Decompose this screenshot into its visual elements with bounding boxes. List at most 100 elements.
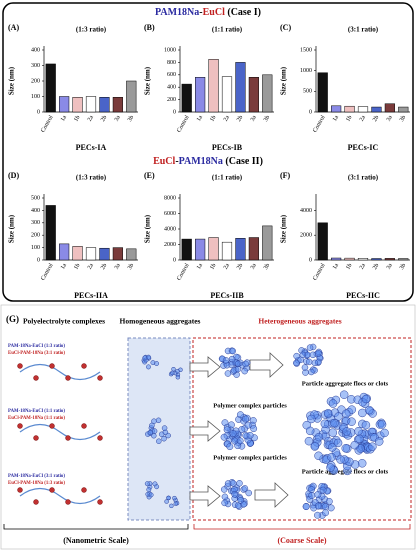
particle xyxy=(319,486,327,494)
arrow xyxy=(189,356,221,378)
x-tick-label: 2b xyxy=(100,263,108,271)
bar xyxy=(344,257,355,261)
panel-label: (D) xyxy=(8,171,19,180)
particle xyxy=(172,495,177,501)
particle xyxy=(226,443,234,451)
particle xyxy=(147,429,154,436)
particle-cluster xyxy=(168,366,183,380)
x-tick-label: 1a xyxy=(196,262,204,270)
x-tick-label: 3b xyxy=(127,263,135,271)
particle xyxy=(361,420,371,430)
particle xyxy=(322,509,329,517)
x-tick-label: 3a xyxy=(114,262,122,270)
particle xyxy=(357,459,367,468)
particle xyxy=(146,487,152,493)
particle xyxy=(231,491,238,498)
particle xyxy=(327,443,337,452)
particle xyxy=(308,486,315,493)
bar xyxy=(59,96,70,113)
polymer-chain xyxy=(19,363,101,381)
particle xyxy=(175,374,181,380)
particle xyxy=(151,418,157,424)
bar xyxy=(112,247,123,261)
x-tick-label: 3a xyxy=(386,262,394,270)
ratio-label: (3:1 ratio) xyxy=(348,26,379,34)
particle xyxy=(229,430,237,438)
particle xyxy=(341,444,351,453)
x-tick-label: 3a xyxy=(114,114,122,122)
x-tick-label: 3a xyxy=(386,114,394,122)
bracket xyxy=(3,524,189,530)
x-tick-label: Control xyxy=(312,114,327,133)
particle xyxy=(155,417,162,424)
arrows xyxy=(189,352,289,508)
y-tick-label: 300 xyxy=(31,63,40,69)
particle xyxy=(302,503,310,511)
group-label: PAM-18Na-EuCl (3:1 ratio) xyxy=(8,474,65,479)
particle xyxy=(347,417,356,426)
y-tick-label: 2000 xyxy=(300,233,312,239)
particle xyxy=(310,442,320,451)
diagram-frame xyxy=(0,304,416,550)
bar xyxy=(357,258,369,261)
bar xyxy=(181,83,192,113)
y-tick-label: 100 xyxy=(31,245,40,251)
particle xyxy=(342,427,351,436)
bar xyxy=(371,258,382,261)
homogeneous-box xyxy=(127,337,191,521)
polymer-chain xyxy=(19,423,101,441)
bar xyxy=(262,225,273,261)
particle-cluster xyxy=(302,390,389,476)
y-tick-label: 4000 xyxy=(300,208,312,214)
y-axis-label: Size (nm) xyxy=(8,214,16,243)
particle xyxy=(364,405,374,415)
y-tick-label: 200 xyxy=(31,233,40,239)
annotation: Polymer complex particles xyxy=(213,402,287,409)
particle xyxy=(241,485,249,492)
y-tick-label: 4000 xyxy=(164,226,176,232)
group-label: EuCl-PAM-18Na (3:1 ratio) xyxy=(8,351,65,356)
column-title: Heterogeneous aggregates xyxy=(258,317,341,326)
group-label: PAM-18Na-EuCl (1:3 ratio) xyxy=(8,344,65,349)
eu-ion xyxy=(33,375,39,381)
particle xyxy=(377,420,387,429)
bar xyxy=(371,106,382,113)
y-tick-label: 1000 xyxy=(300,68,312,74)
x-tick-label: 1a xyxy=(60,262,68,270)
particle xyxy=(246,431,254,439)
x-tick-label: 2b xyxy=(372,115,380,123)
bar xyxy=(72,97,83,113)
x-tick-label: 2a xyxy=(87,262,95,270)
eu-ion xyxy=(49,487,55,493)
particle xyxy=(250,425,258,433)
particle xyxy=(144,481,150,487)
particle-cluster xyxy=(141,354,160,370)
y-tick-label: 0 xyxy=(173,257,176,263)
bar xyxy=(59,243,70,261)
y-tick-label: 0 xyxy=(309,109,312,115)
particle xyxy=(322,503,329,511)
particle xyxy=(156,438,162,445)
arrow xyxy=(189,420,221,442)
x-axis-label: PECs-IB xyxy=(212,143,243,152)
x-tick-label: 2a xyxy=(223,262,231,270)
particle xyxy=(336,455,345,464)
particle-cluster xyxy=(145,417,171,445)
bar xyxy=(112,97,123,113)
bar xyxy=(384,258,395,261)
t: - xyxy=(175,156,178,167)
particle xyxy=(220,433,228,441)
particle xyxy=(161,435,167,442)
group-label: EuCl-PAM-18Na (1:3 ratio) xyxy=(8,481,65,486)
bracket xyxy=(193,524,411,530)
particle xyxy=(146,364,151,370)
y-axis-label: Size (nm) xyxy=(144,214,152,243)
eu-ion xyxy=(97,375,103,381)
y-tick-label: 0 xyxy=(37,109,40,115)
particle xyxy=(161,425,168,431)
bar xyxy=(99,97,110,113)
column-title: Homogeneous aggregates xyxy=(120,317,201,326)
bar xyxy=(195,238,206,261)
x-tick-label: 2b xyxy=(236,263,244,271)
